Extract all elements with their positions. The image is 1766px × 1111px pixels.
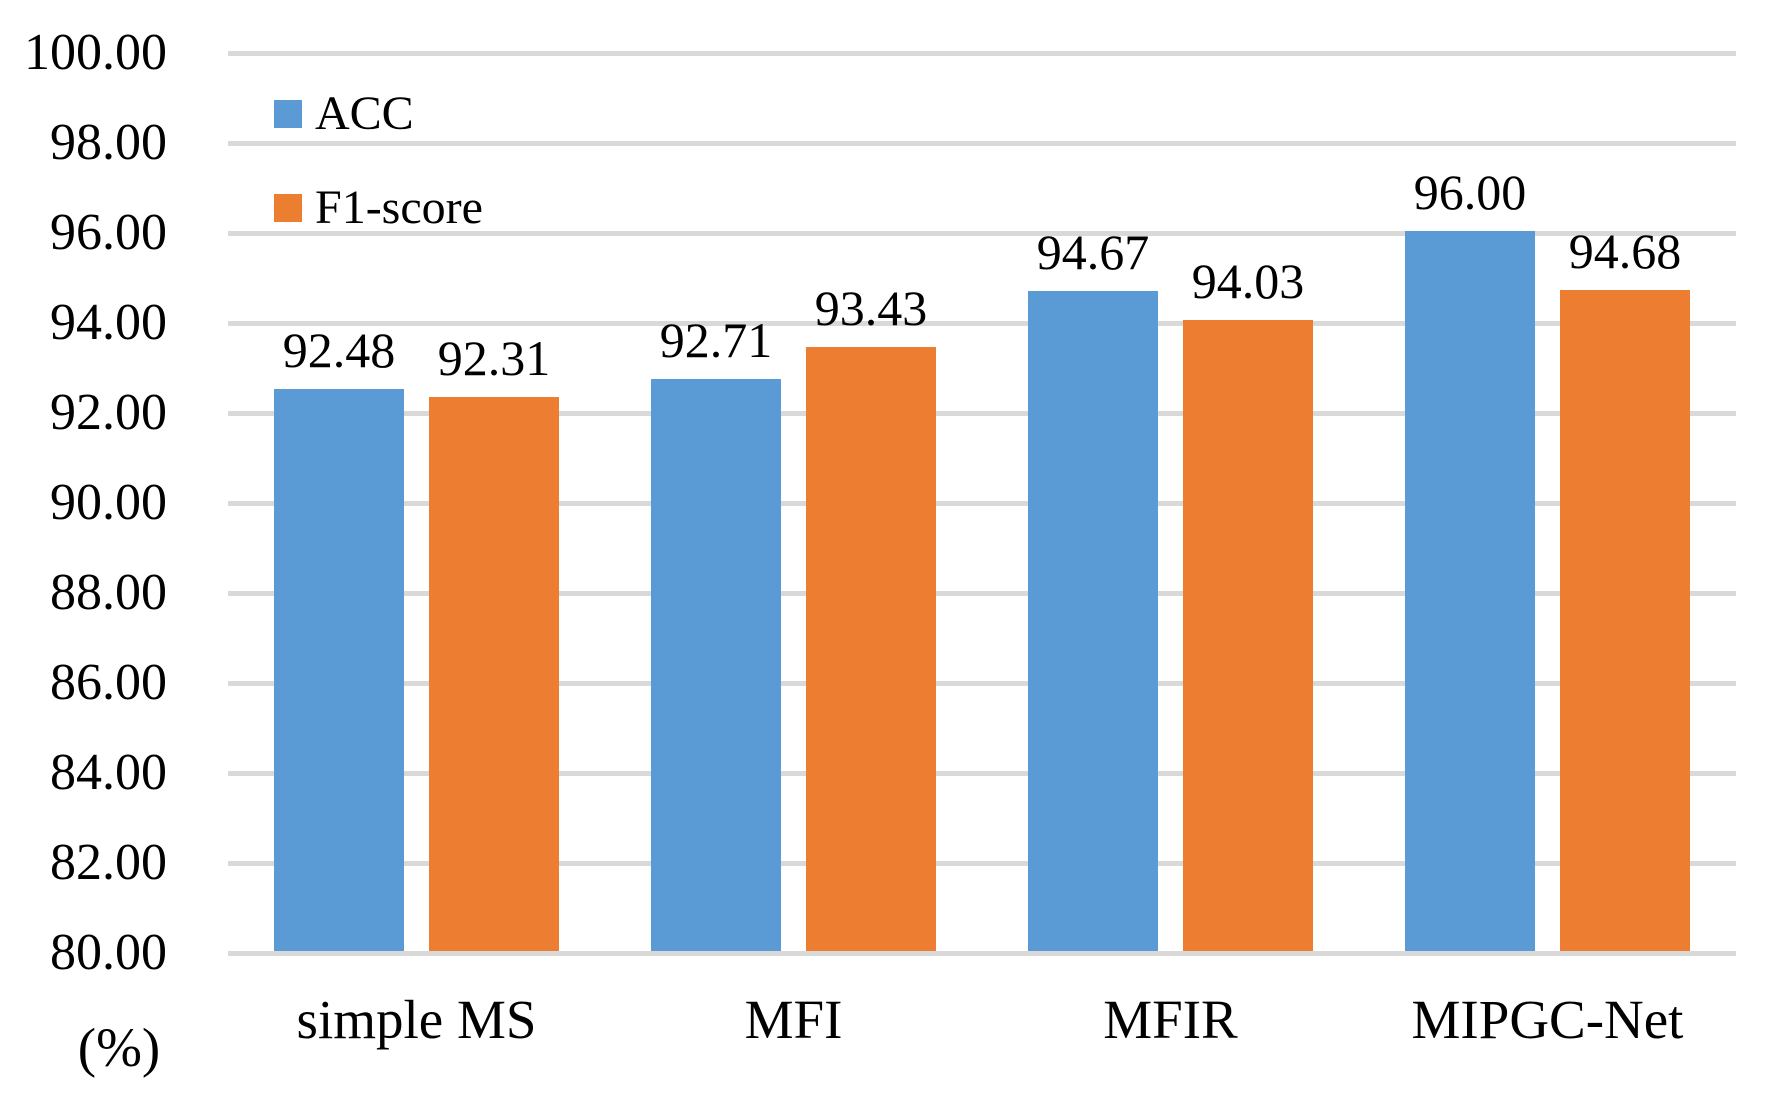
- gridline: [228, 51, 1736, 56]
- bar-f1-score-2: [1183, 319, 1313, 951]
- y-axis-tick-label: 84.00: [50, 744, 167, 801]
- bar-value-label: 94.03: [1191, 252, 1305, 309]
- bar-value-label: 92.31: [437, 330, 551, 387]
- chart-legend: ACC F1-score: [274, 90, 483, 278]
- category-label-mfir: MFIR: [1103, 989, 1238, 1050]
- gridline: [228, 231, 1736, 236]
- bar-acc-0: [274, 389, 404, 951]
- bar-value-label: 92.71: [659, 312, 773, 369]
- gridline: [228, 591, 1736, 596]
- legend-item-f1-score: F1-score: [274, 184, 483, 232]
- y-axis-tick-label: 94.00: [50, 294, 167, 351]
- category-label-simple-ms: simple MS: [296, 989, 537, 1050]
- gridline: [228, 861, 1736, 866]
- category-label-mfi: MFI: [744, 989, 843, 1050]
- gridline: [228, 771, 1736, 776]
- bar-f1-score-1: [806, 346, 936, 951]
- legend-swatch-icon: [274, 100, 302, 128]
- y-axis-tick-label: 82.00: [50, 834, 167, 891]
- y-axis-tick-label: 90.00: [50, 474, 167, 531]
- gridline: [228, 951, 1736, 956]
- gridline: [228, 411, 1736, 416]
- legend-swatch-icon: [274, 194, 302, 222]
- y-axis-tick-label: 100.00: [24, 24, 167, 81]
- gridline: [228, 501, 1736, 506]
- category-label-mipgc-net: MIPGC-Net: [1411, 989, 1684, 1050]
- y-axis-tick-label: 80.00: [50, 924, 167, 981]
- bar-value-label: 94.67: [1036, 223, 1150, 280]
- y-axis-tick-label: 86.00: [50, 654, 167, 711]
- legend-item-acc: ACC: [274, 90, 483, 138]
- bar-value-label: 94.68: [1568, 223, 1682, 280]
- y-axis-tick-label: 92.00: [50, 384, 167, 441]
- y-axis-tick-label: 96.00: [50, 204, 167, 261]
- legend-label: F1-score: [315, 181, 483, 234]
- bar-f1-score-0: [429, 397, 559, 951]
- y-axis-unit-label: (%): [77, 1017, 161, 1078]
- bar-acc-2: [1028, 290, 1158, 951]
- bar-acc-3: [1405, 231, 1535, 951]
- gridline: [228, 681, 1736, 686]
- bar-acc-1: [651, 379, 781, 951]
- legend-label: ACC: [315, 87, 414, 140]
- y-axis-tick-label: 88.00: [50, 564, 167, 621]
- bar-f1-score-3: [1560, 290, 1690, 951]
- y-axis-tick-label: 98.00: [50, 114, 167, 171]
- bar-value-label: 93.43: [814, 279, 928, 336]
- gridline: [228, 141, 1736, 146]
- gridline: [228, 321, 1736, 326]
- bar-value-label: 96.00: [1413, 164, 1527, 220]
- bar-value-label: 92.48: [282, 322, 396, 379]
